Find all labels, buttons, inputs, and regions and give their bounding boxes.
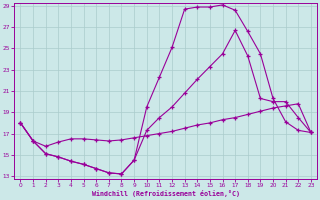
X-axis label: Windchill (Refroidissement éolien,°C): Windchill (Refroidissement éolien,°C) xyxy=(92,190,240,197)
